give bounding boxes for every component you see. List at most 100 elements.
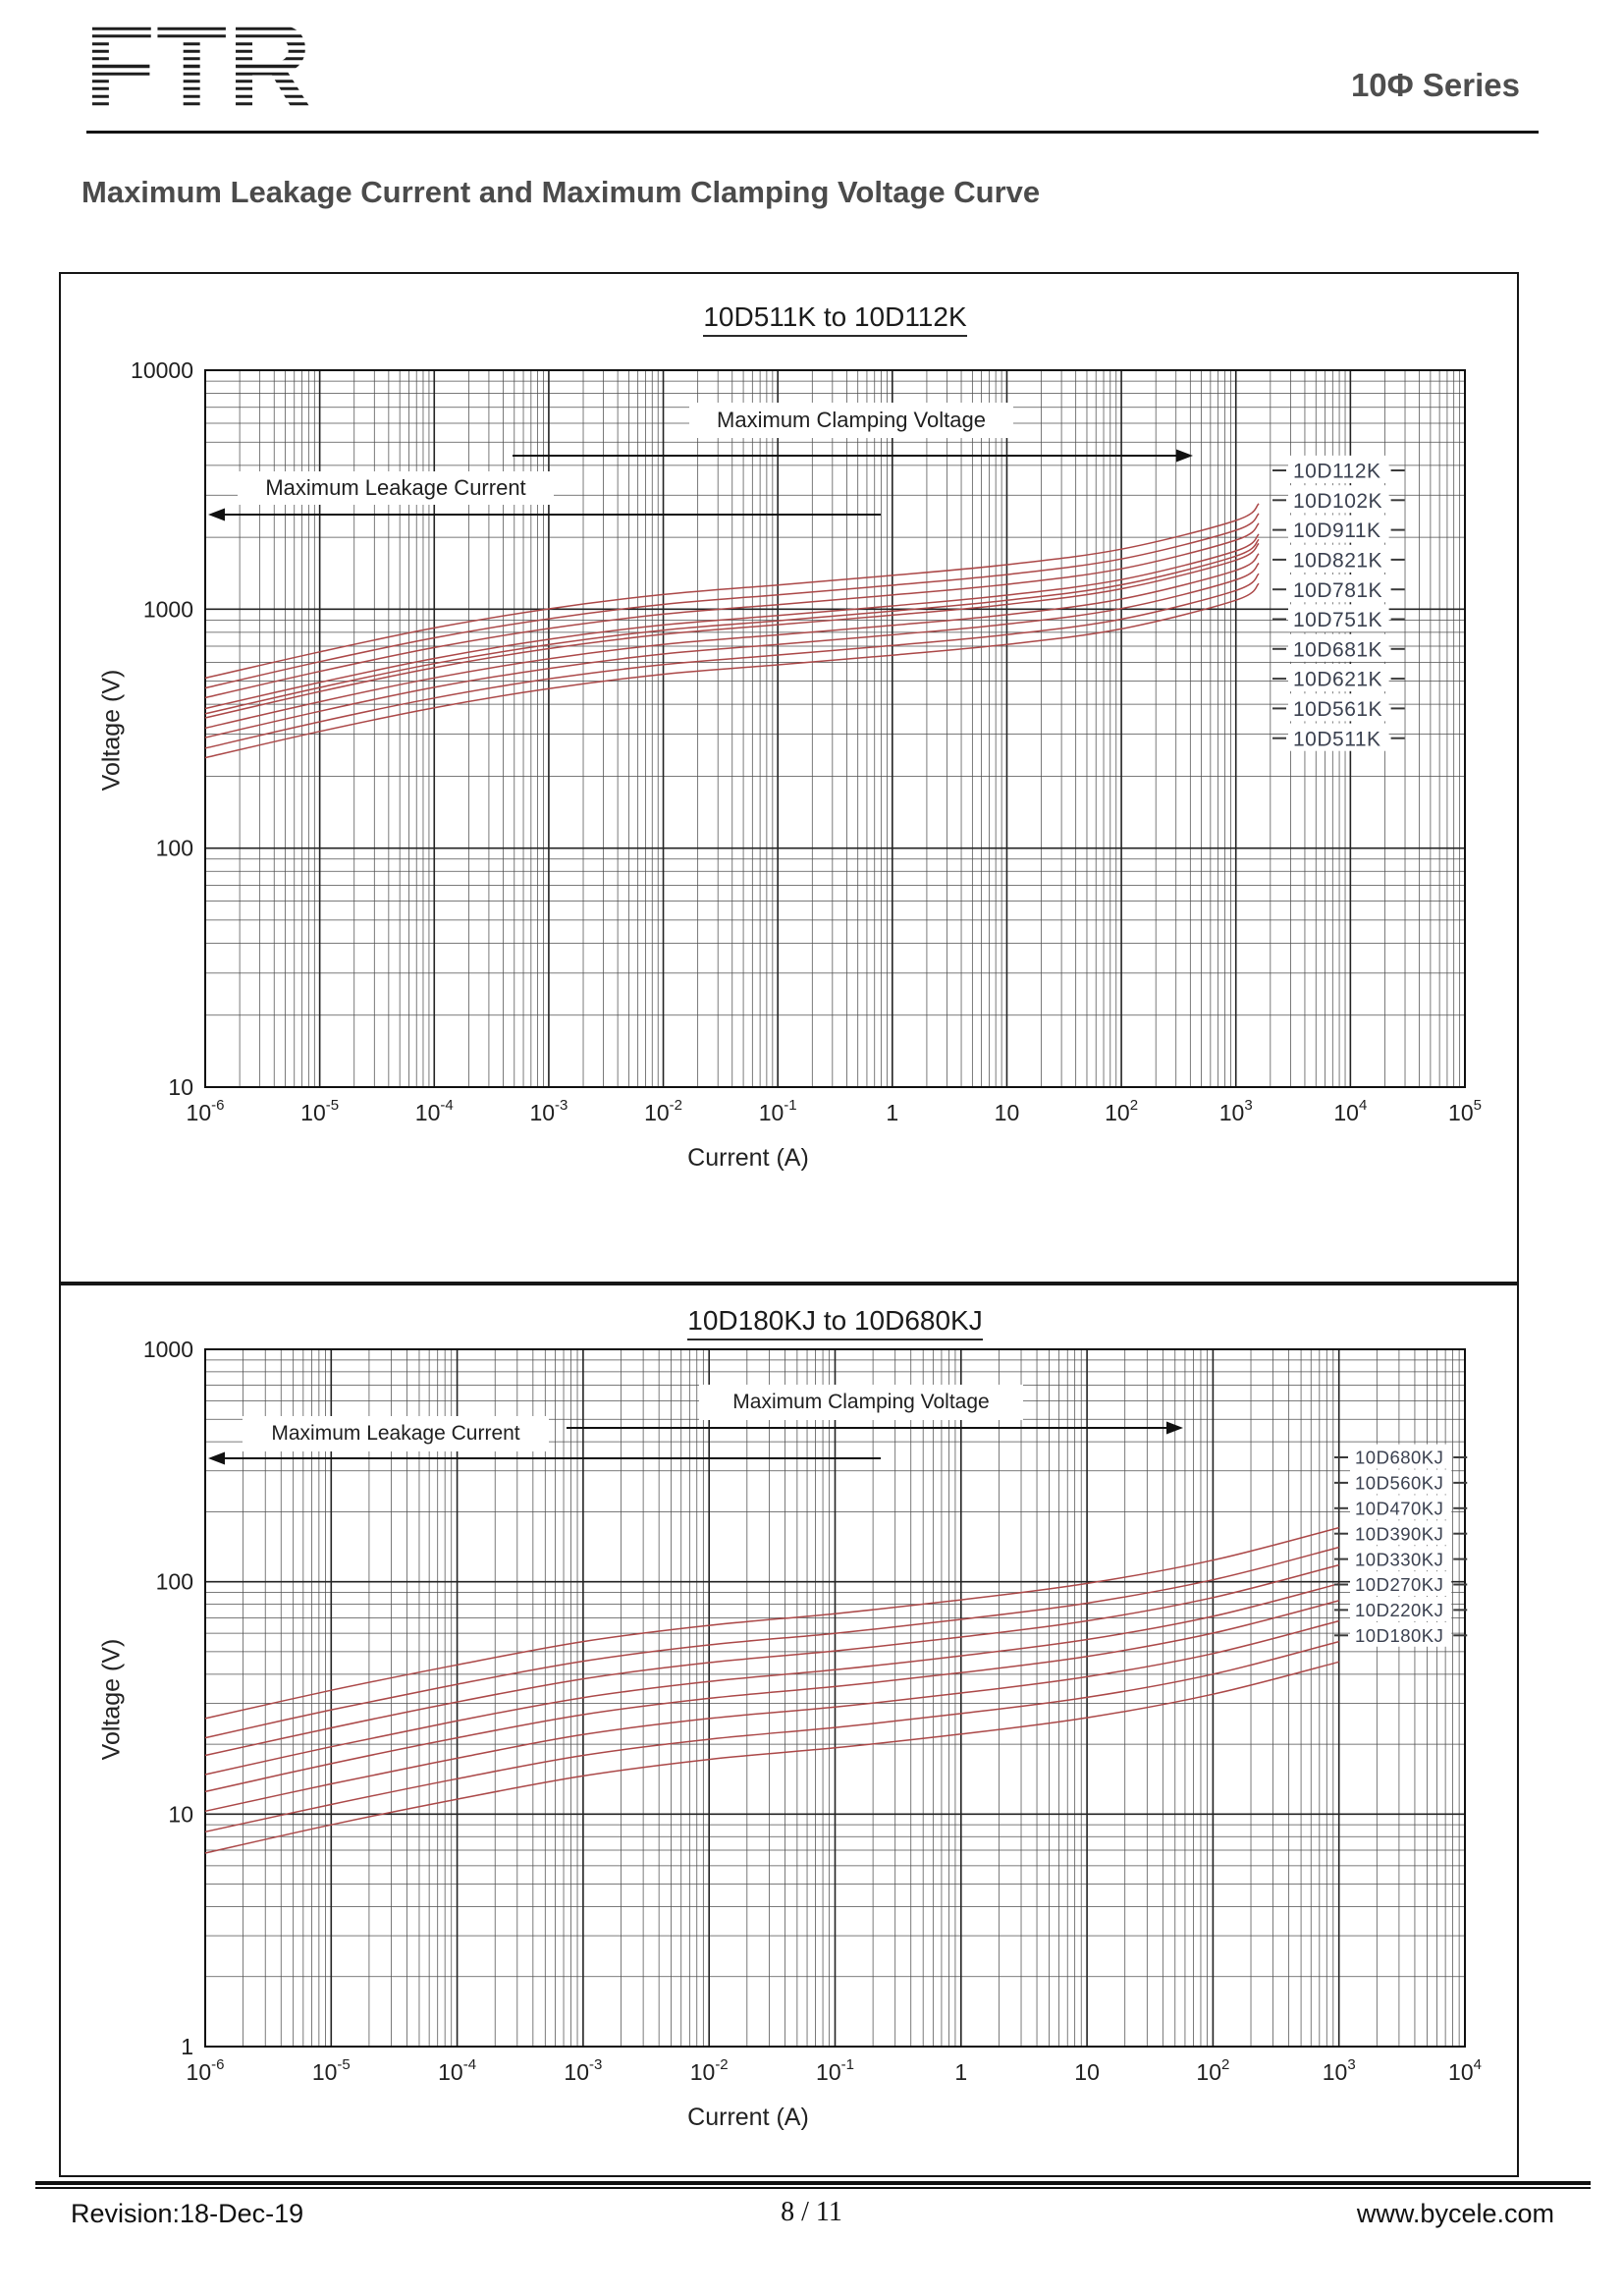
x-tick-label: 10 xyxy=(995,1100,1020,1125)
chart-title-1-text: 10D511K to 10D112K xyxy=(703,301,967,337)
ftr-logo: FTR xyxy=(84,0,313,133)
x-tick-label: 10-5 xyxy=(312,2056,351,2085)
chart-svg-1: 10D112K 10D102K 10D911K 10D821K 10D781K 10D75… xyxy=(131,357,1482,1125)
curve-10D102K xyxy=(204,513,1260,689)
y-tick-label: 10000 xyxy=(131,357,193,383)
x-tick-label: 102 xyxy=(1105,1097,1138,1125)
legend-label-10D680KJ: 10D680KJ xyxy=(1355,1448,1443,1468)
current-axis-label: Current (A) xyxy=(687,1144,809,1172)
y-tick-labels: 10000 1000 100 10 xyxy=(131,357,193,1100)
x-tick-label: 103 xyxy=(1219,1097,1253,1125)
legend-label-bg xyxy=(1288,693,1389,722)
curves-layer xyxy=(204,503,1260,759)
legend-layer: 10D680KJ 10D560KJ 10D470KJ 10D390KJ 10D330KJ… xyxy=(1334,1444,1468,1647)
x-tick-labels: 10-6 10-5 10-4 10-3 10-2 10-1 1 10 102 103 104 105 xyxy=(187,1097,1482,1125)
chart-title-2-text: 10D180KJ to 10D680KJ xyxy=(687,1305,983,1340)
y-tick-label: 10 xyxy=(168,1801,193,1827)
legend-label-10D561K: 10D561K xyxy=(1293,698,1382,721)
legend-label-10D821K: 10D821K xyxy=(1293,549,1382,572)
legend-label-bg xyxy=(1288,455,1389,484)
chart-panel-1: 10D112K 10D102K 10D911K 10D821K 10D781K 10D75… xyxy=(59,272,1519,1284)
curve-10D220KJ xyxy=(204,1640,1339,1833)
x-tick-label: 104 xyxy=(1448,2056,1482,2085)
voltage-axis-label: Voltage (V) xyxy=(97,669,126,792)
x-tick-label: 10 xyxy=(1074,2059,1100,2085)
x-tick-label: 10-3 xyxy=(529,1097,568,1125)
x-tick-label: 10-2 xyxy=(690,2056,729,2085)
y-tick-label: 1000 xyxy=(143,1337,193,1362)
y-tick-label: 100 xyxy=(156,1569,193,1595)
curve-10D511K xyxy=(204,582,1260,759)
legend-label-bg xyxy=(1288,663,1389,692)
curve-10D180KJ xyxy=(204,1661,1339,1854)
leakage-current-arrow xyxy=(208,1451,881,1465)
legend-label-10D390KJ: 10D390KJ xyxy=(1355,1523,1443,1544)
legend-label-bg xyxy=(1288,574,1389,603)
footer-revision: Revision:18-Dec-19 xyxy=(71,2199,304,2228)
legend-label-10D180KJ: 10D180KJ xyxy=(1355,1625,1443,1646)
legend-label-10D102K: 10D102K xyxy=(1293,490,1382,513)
series-label: 10Φ Series xyxy=(1350,67,1520,103)
y-tick-labels: 1000 100 10 1 xyxy=(143,1337,193,2059)
footer-website: www.bycele.com xyxy=(1356,2199,1554,2228)
legend-label-10D511K: 10D511K xyxy=(1293,728,1381,750)
curve-10D680KJ xyxy=(204,1526,1339,1720)
x-tick-label: 105 xyxy=(1448,1097,1482,1125)
page-title: Maximum Leakage Current and Maximum Clam… xyxy=(81,175,1041,209)
legend-label-bg xyxy=(1288,515,1389,543)
x-tick-label: 1 xyxy=(954,2059,967,2085)
clamping-voltage-arrow-head xyxy=(1166,1421,1183,1435)
clamping-voltage-label: Maximum Clamping Voltage xyxy=(689,403,1013,438)
footer-rule xyxy=(35,2181,1591,2189)
x-tick-label: 10-6 xyxy=(187,2056,225,2085)
chart-panel-2: 10D680KJ 10D560KJ 10D470KJ 10D390KJ 10D330KJ… xyxy=(59,1284,1519,2177)
curve-10D390KJ xyxy=(204,1582,1339,1776)
x-tick-label: 1 xyxy=(886,1100,898,1125)
legend-label-10D560KJ: 10D560KJ xyxy=(1355,1473,1443,1494)
curve-10D270KJ xyxy=(204,1619,1339,1813)
chart-title-2: 10D180KJ to 10D680KJ xyxy=(205,1305,1465,1340)
legend-label-10D681K: 10D681K xyxy=(1293,638,1382,661)
clamping-voltage-arrow-head xyxy=(1176,449,1193,463)
curve-10D621K xyxy=(204,562,1260,738)
legend-label-bg xyxy=(1350,1546,1452,1571)
x-tick-label: 103 xyxy=(1323,2056,1356,2085)
legend-label-bg xyxy=(1350,1469,1452,1495)
legend-label-10D911K: 10D911K xyxy=(1293,519,1381,542)
x-tick-label: 102 xyxy=(1196,2056,1229,2085)
legend-label-10D112K: 10D112K xyxy=(1293,461,1381,483)
legend-label-10D330KJ: 10D330KJ xyxy=(1355,1549,1443,1569)
x-tick-labels: 10-6 10-5 10-4 10-3 10-2 10-1 1 10 102 103 104 xyxy=(187,2056,1482,2085)
leakage-current-arrow-head xyxy=(208,1451,225,1465)
chart-title-1: 10D511K to 10D112K xyxy=(205,301,1465,337)
plot-border xyxy=(204,369,1466,1088)
curve-10D561K xyxy=(204,573,1260,749)
legend-label-10D270KJ: 10D270KJ xyxy=(1355,1574,1443,1595)
chart-svg-2: 10D680KJ 10D560KJ 10D470KJ 10D390KJ 10D330KJ… xyxy=(143,1337,1482,2085)
leakage-current-arrow xyxy=(208,508,881,521)
plot-border xyxy=(204,1348,1466,2048)
grid-major-lines xyxy=(204,1348,1466,2048)
clamping-voltage-arrow xyxy=(567,1421,1183,1435)
legend-label-bg xyxy=(1350,1621,1452,1647)
legend-label-bg xyxy=(1350,1520,1452,1546)
x-tick-label: 10-3 xyxy=(564,2056,602,2085)
x-tick-label: 10-1 xyxy=(759,1097,797,1125)
legend-label-bg xyxy=(1288,604,1389,632)
legend-label-bg xyxy=(1350,1571,1452,1596)
x-tick-label: 10-1 xyxy=(816,2056,854,2085)
legend-label-bg xyxy=(1288,723,1389,751)
legend-layer: 10D112K 10D102K 10D911K 10D821K 10D781K 10D75… xyxy=(1272,455,1405,751)
y-tick-label: 1 xyxy=(181,2034,193,2059)
page-number: 8 / 11 xyxy=(781,2197,842,2227)
curve-10D470KJ xyxy=(204,1563,1339,1757)
voltage-axis-label: Voltage (V) xyxy=(97,1638,126,1761)
leakage-current-label: Maximum Leakage Current xyxy=(243,1416,549,1451)
x-tick-label: 10-6 xyxy=(187,1097,225,1125)
curve-10D681K xyxy=(204,553,1260,730)
curve-10D911K xyxy=(204,522,1260,699)
curve-10D330KJ xyxy=(204,1600,1339,1793)
curve-10D560KJ xyxy=(204,1546,1339,1739)
x-tick-label: 104 xyxy=(1333,1097,1367,1125)
